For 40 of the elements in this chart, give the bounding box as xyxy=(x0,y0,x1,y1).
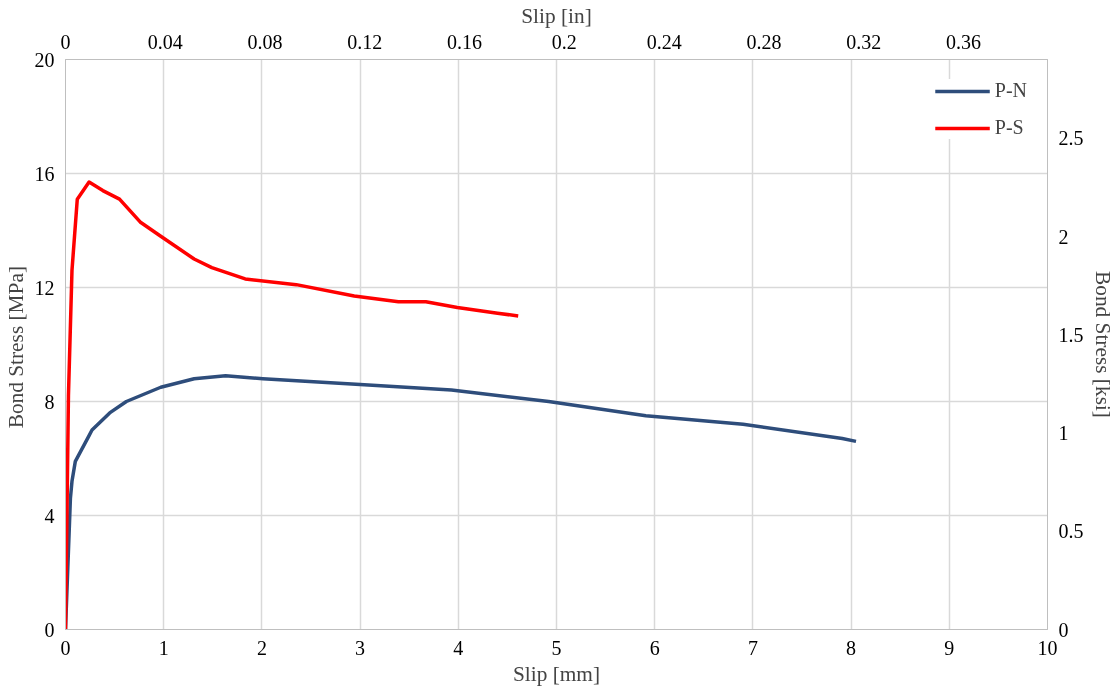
x-tick-label: 0 xyxy=(60,636,71,659)
y-tick-label: 12 xyxy=(34,276,55,299)
x2-tick-label: 0 xyxy=(60,30,71,53)
y2-tick-label: 1.5 xyxy=(1058,323,1084,346)
x-tick-label: 10 xyxy=(1037,636,1058,659)
line-series xyxy=(65,180,520,630)
x2-tick-label: 0.36 xyxy=(945,30,981,53)
x2-tick-label: 0.12 xyxy=(347,30,383,53)
y-tick-label: 0 xyxy=(44,618,55,641)
x-tick-label: 3 xyxy=(355,636,366,659)
x-axis-title: Slip [mm] xyxy=(512,661,601,686)
x-tick-label: 4 xyxy=(453,636,464,659)
legend-label: P-N xyxy=(994,79,1027,102)
x-tick-label: 9 xyxy=(944,636,955,659)
x-tick-label: 5 xyxy=(551,636,562,659)
x-tick-label: 2 xyxy=(256,636,267,659)
x-tick-label: 1 xyxy=(158,636,169,659)
y2-tick-label: 0 xyxy=(1058,618,1069,641)
y-tick-label: 4 xyxy=(44,504,55,527)
x2-tick-label: 0.08 xyxy=(247,30,283,53)
y2-tick-label: 0.5 xyxy=(1058,520,1084,543)
x-tick-label: 8 xyxy=(846,636,857,659)
x2-tick-label: 0.32 xyxy=(846,30,882,53)
x2-tick-label: 0.04 xyxy=(147,30,183,53)
y-tick-label: 16 xyxy=(34,162,55,185)
x2-tick-label: 0.2 xyxy=(551,30,577,53)
y-axis-title: Bond Stress [MPa] xyxy=(3,265,28,429)
y-tick-label: 20 xyxy=(34,48,55,71)
x2-axis-title: Slip [in] xyxy=(521,3,592,28)
y2-tick-label: 1 xyxy=(1058,422,1069,444)
y2-tick-label: 2.5 xyxy=(1058,127,1084,150)
y2-axis-title: Bond Stress [ksi] xyxy=(1090,271,1115,418)
y2-tick-label: 2 xyxy=(1058,225,1069,248)
legend-label: P-S xyxy=(994,116,1024,139)
x2-tick-label: 0.24 xyxy=(646,30,682,53)
y-tick-label: 8 xyxy=(44,390,55,413)
x2-tick-label: 0.28 xyxy=(746,30,782,53)
x2-tick-label: 0.16 xyxy=(447,30,483,53)
x-tick-label: 6 xyxy=(649,636,660,659)
x-tick-label: 7 xyxy=(747,636,758,659)
